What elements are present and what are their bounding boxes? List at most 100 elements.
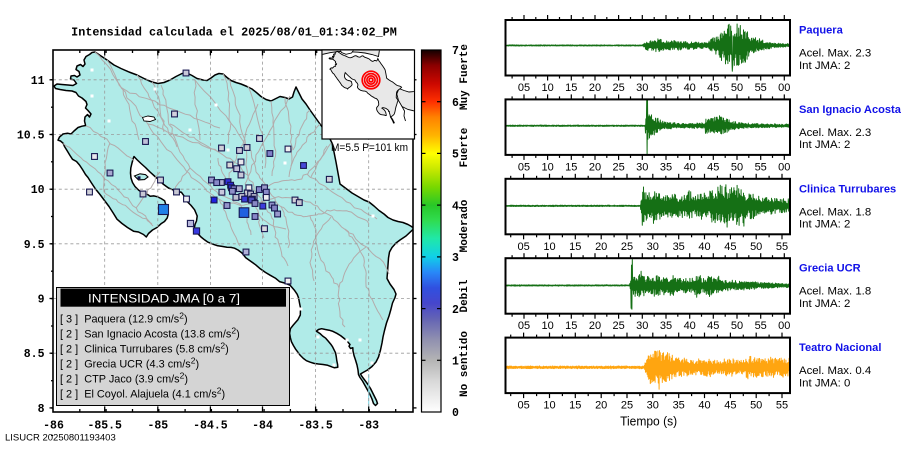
svg-text:10: 10 — [543, 241, 555, 253]
svg-text:45: 45 — [724, 241, 736, 253]
svg-text:Grecia UCR: Grecia UCR — [799, 263, 861, 275]
svg-text:40: 40 — [684, 82, 696, 94]
svg-text:50: 50 — [731, 82, 743, 94]
svg-text:5: 5 — [452, 149, 459, 162]
svg-text:3: 3 — [452, 252, 459, 265]
svg-text:55: 55 — [776, 400, 788, 412]
svg-text:[ 3 ] Paquera (12.9 cm/s2): [ 3 ] Paquera (12.9 cm/s2) — [60, 311, 188, 326]
svg-text:15: 15 — [569, 241, 581, 253]
svg-text:10.5: 10.5 — [17, 130, 45, 143]
svg-text:10: 10 — [541, 82, 553, 94]
svg-text:-86: -86 — [43, 420, 64, 433]
svg-text:50: 50 — [731, 161, 743, 173]
svg-text:[ 2 ] CTP Jaco (3.9 cm/s2): [ 2 ] CTP Jaco (3.9 cm/s2) — [60, 371, 188, 386]
svg-text:20: 20 — [595, 241, 607, 253]
svg-text:Acel. Max. 2.3: Acel. Max. 2.3 — [799, 127, 871, 139]
svg-text:00: 00 — [778, 320, 790, 332]
svg-text:45: 45 — [707, 82, 719, 94]
svg-text:-85.5: -85.5 — [87, 420, 122, 433]
svg-text:30: 30 — [647, 400, 659, 412]
svg-text:8.5: 8.5 — [24, 348, 45, 361]
svg-text:25: 25 — [621, 241, 633, 253]
svg-text:Moderado: Moderado — [459, 199, 471, 252]
svg-text:[ 2 ] Clinica Turrubares (5.8: [ 2 ] Clinica Turrubares (5.8 cm/s2) — [60, 341, 229, 356]
svg-text:55: 55 — [755, 161, 767, 173]
svg-text:Paquera: Paquera — [799, 25, 844, 37]
svg-text:7: 7 — [452, 45, 459, 58]
svg-text:35: 35 — [660, 320, 672, 332]
svg-text:Debil: Debil — [459, 279, 471, 312]
svg-text:25: 25 — [621, 400, 633, 412]
svg-text:20: 20 — [589, 161, 601, 173]
svg-text:25: 25 — [612, 82, 624, 94]
svg-text:Int JMA: 2: Int JMA: 2 — [799, 219, 850, 231]
svg-text:Acel. Max. 0.4: Acel. Max. 0.4 — [799, 365, 871, 377]
svg-text:45: 45 — [707, 320, 719, 332]
svg-text:11: 11 — [31, 75, 45, 88]
svg-text:-83.5: -83.5 — [298, 420, 333, 433]
svg-text:10: 10 — [31, 184, 45, 197]
svg-text:Acel. Max. 1.8: Acel. Max. 1.8 — [799, 206, 871, 218]
svg-text:00: 00 — [778, 82, 790, 94]
svg-text:05: 05 — [518, 320, 530, 332]
svg-text:00: 00 — [778, 161, 790, 173]
svg-text:Teatro Nacional: Teatro Nacional — [799, 342, 881, 354]
svg-text:30: 30 — [636, 82, 648, 94]
svg-text:55: 55 — [755, 82, 767, 94]
svg-text:35: 35 — [660, 82, 672, 94]
svg-text:45: 45 — [707, 161, 719, 173]
svg-text:05: 05 — [518, 161, 530, 173]
svg-text:Intensidad calculada el 2025/0: Intensidad calculada el 2025/08/01_01:34… — [71, 26, 397, 40]
svg-text:INTENSIDAD JMA [0 a 7]: INTENSIDAD JMA [0 a 7] — [88, 292, 240, 306]
svg-text:-84: -84 — [252, 420, 273, 433]
svg-text:Acel. Max. 2.3: Acel. Max. 2.3 — [799, 48, 871, 60]
svg-text:2: 2 — [452, 304, 459, 317]
svg-text:50: 50 — [750, 241, 762, 253]
svg-text:15: 15 — [569, 400, 581, 412]
svg-text:05: 05 — [517, 241, 529, 253]
svg-text:25: 25 — [612, 320, 624, 332]
svg-text:40: 40 — [698, 400, 710, 412]
svg-text:15: 15 — [565, 320, 577, 332]
svg-text:San Ignacio Acosta: San Ignacio Acosta — [799, 104, 902, 116]
svg-text:55: 55 — [776, 241, 788, 253]
svg-text:Tiempo (s): Tiempo (s) — [620, 414, 677, 429]
svg-text:30: 30 — [647, 241, 659, 253]
svg-text:Int JMA: 2: Int JMA: 2 — [799, 60, 850, 72]
svg-text:9: 9 — [38, 294, 45, 307]
svg-text:35: 35 — [673, 241, 685, 253]
svg-text:05: 05 — [517, 400, 529, 412]
svg-text:30: 30 — [636, 320, 648, 332]
svg-text:Int JMA: 0: Int JMA: 0 — [799, 377, 850, 389]
svg-text:-85: -85 — [147, 420, 168, 433]
svg-text:4: 4 — [452, 200, 459, 213]
svg-text:35: 35 — [660, 161, 672, 173]
svg-text:6: 6 — [452, 97, 459, 110]
svg-text:-84.5: -84.5 — [193, 420, 228, 433]
svg-text:8: 8 — [38, 403, 45, 416]
svg-text:20: 20 — [595, 400, 607, 412]
svg-text:-83: -83 — [358, 420, 379, 433]
svg-text:40: 40 — [698, 241, 710, 253]
svg-text:15: 15 — [565, 82, 577, 94]
svg-text:[ 2 ] Grecia UCR (4.3 cm/s2): [ 2 ] Grecia UCR (4.3 cm/s2) — [60, 356, 199, 371]
svg-text:1: 1 — [452, 356, 459, 369]
svg-text:[ 2 ] San Ignacio Acosta (13.: [ 2 ] San Ignacio Acosta (13.8 cm/s2) — [60, 326, 240, 341]
svg-text:40: 40 — [684, 161, 696, 173]
svg-text:20: 20 — [589, 320, 601, 332]
svg-text:05: 05 — [518, 82, 530, 94]
svg-text:20: 20 — [589, 82, 601, 94]
svg-text:50: 50 — [731, 320, 743, 332]
svg-text:55: 55 — [755, 320, 767, 332]
svg-text:Int JMA: 2: Int JMA: 2 — [799, 139, 850, 151]
svg-text:Clinica Turrubares: Clinica Turrubares — [799, 183, 896, 195]
svg-text:45: 45 — [724, 400, 736, 412]
svg-text:Muy Fuerte: Muy Fuerte — [459, 44, 471, 110]
svg-text:[ 2 ] El Coyol. Alajuela (4.1: [ 2 ] El Coyol. Alajuela (4.1 cm/s2) — [60, 386, 225, 401]
svg-text:M=5.5 P=101 km: M=5.5 P=101 km — [331, 142, 408, 154]
svg-text:Acel. Max. 1.8: Acel. Max. 1.8 — [799, 286, 871, 298]
svg-text:10: 10 — [541, 161, 553, 173]
svg-text:50: 50 — [750, 400, 762, 412]
svg-text:30: 30 — [636, 161, 648, 173]
svg-text:0: 0 — [452, 407, 459, 420]
